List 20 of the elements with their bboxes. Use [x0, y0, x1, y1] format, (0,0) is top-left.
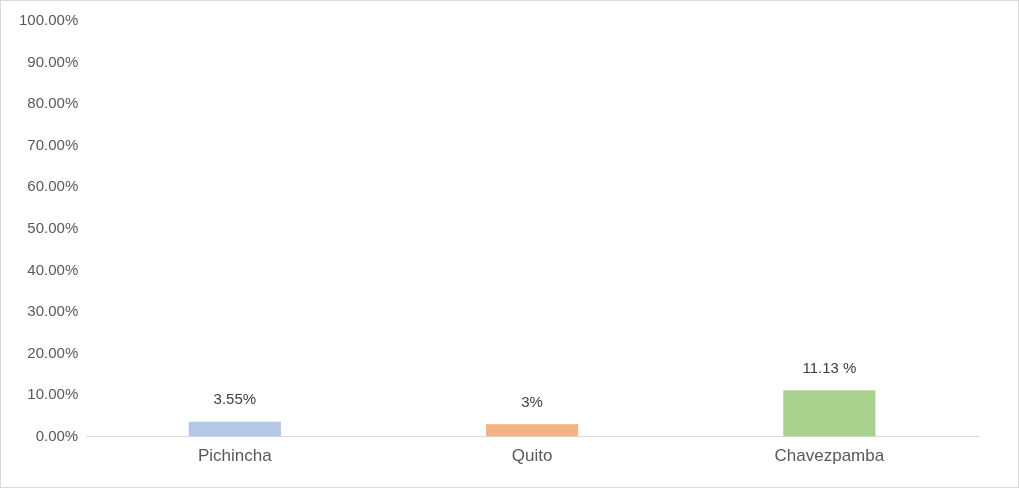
y-tick-label: 90.00%	[27, 52, 79, 70]
x-tick-label: Chavezpamba	[774, 446, 885, 466]
data-label: 11.13 %	[802, 358, 857, 376]
x-tick-label: Quito	[511, 446, 553, 466]
y-tick-label: 10.00%	[27, 385, 79, 403]
y-tick-label: 100.00%	[19, 11, 79, 29]
data-label: 3%	[521, 392, 543, 410]
y-tick-label: 60.00%	[27, 177, 79, 195]
bar	[188, 421, 281, 437]
y-tick-label: 20.00%	[27, 343, 79, 361]
y-tick-label: 50.00%	[27, 218, 79, 236]
bar	[486, 424, 579, 437]
x-tick-label: Pichincha	[197, 446, 273, 466]
y-tick-label: 80.00%	[27, 94, 79, 112]
data-label: 3.55%	[213, 390, 257, 408]
bar	[783, 390, 876, 437]
y-tick-label: 40.00%	[27, 260, 79, 278]
y-tick-label: 0.00%	[35, 426, 79, 444]
y-tick-label: 30.00%	[27, 302, 79, 320]
y-tick-label: 70.00%	[27, 135, 79, 153]
